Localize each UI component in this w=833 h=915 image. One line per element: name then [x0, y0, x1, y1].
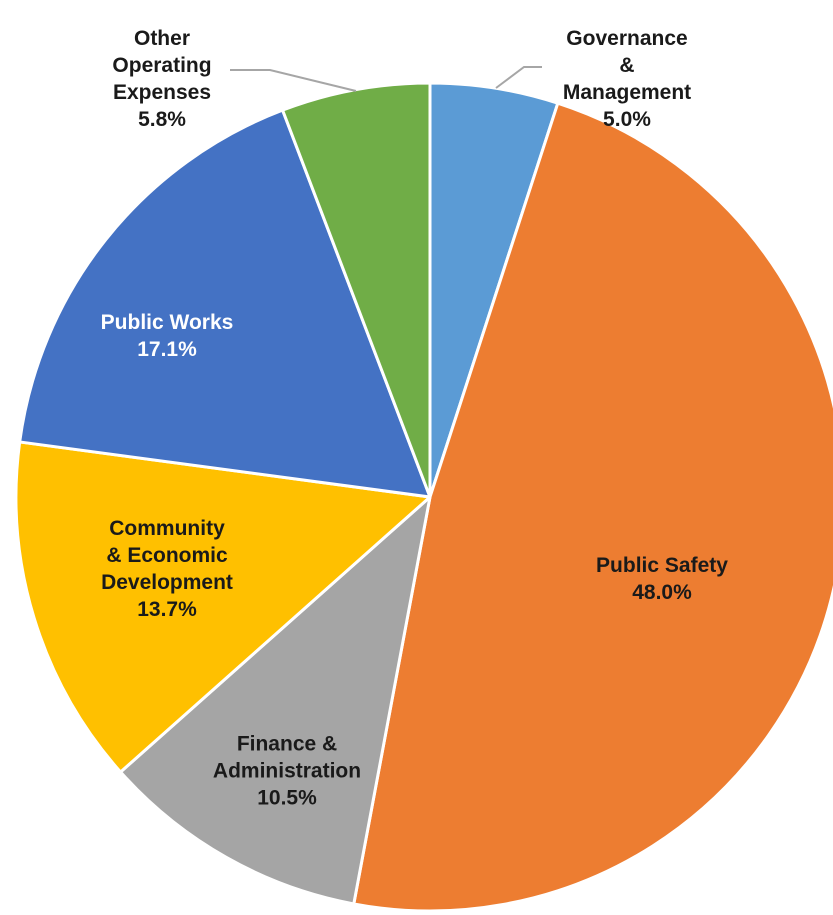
- pie-slice: [14, 440, 432, 774]
- leader-line-other-operating: [230, 69, 357, 92]
- slice-label-line: Administration: [212, 759, 362, 783]
- slice-label-line: Public Safety: [596, 554, 728, 577]
- slice-label-line: Operating: [112, 54, 212, 77]
- slice-label-governance: Governance & Management 5.0%: [563, 25, 691, 133]
- slice-percent: 13.7%: [137, 598, 197, 621]
- slice-label-line: Public Works: [100, 311, 234, 334]
- leader-line-governance: [495, 66, 542, 89]
- slice-label-line: &: [619, 54, 635, 77]
- slice-label-line: Community: [109, 517, 225, 540]
- slice-label-public-safety: Public Safety 48.0%: [596, 552, 728, 606]
- slice-label-public-works: Public Works 17.1%: [101, 309, 234, 363]
- slice-label-line: Finance &: [236, 732, 338, 756]
- pie-slice: [119, 495, 432, 906]
- pie-slice: [352, 101, 833, 913]
- slice-label-line: Development: [101, 571, 233, 594]
- slice-label-community: Community & Economic Development 13.7%: [101, 515, 233, 623]
- slice-percent: 10.5%: [257, 786, 317, 810]
- slice-label-line: Governance: [566, 27, 688, 50]
- slice-label-other-operating: Other Operating Expenses 5.8%: [112, 25, 211, 133]
- slice-percent: 5.0%: [603, 108, 651, 131]
- slice-percent: 17.1%: [137, 338, 197, 361]
- slice-label-line: Expenses: [112, 81, 212, 104]
- slice-label-line: & Economic: [106, 544, 228, 567]
- slice-percent: 5.8%: [138, 108, 186, 131]
- slice-percent: 48.0%: [632, 581, 692, 604]
- slice-label-line: Other: [133, 27, 190, 50]
- slice-label-finance: Finance & Administration 10.5%: [213, 731, 361, 812]
- pie-slice: [18, 108, 432, 499]
- slice-label-line: Management: [562, 81, 692, 104]
